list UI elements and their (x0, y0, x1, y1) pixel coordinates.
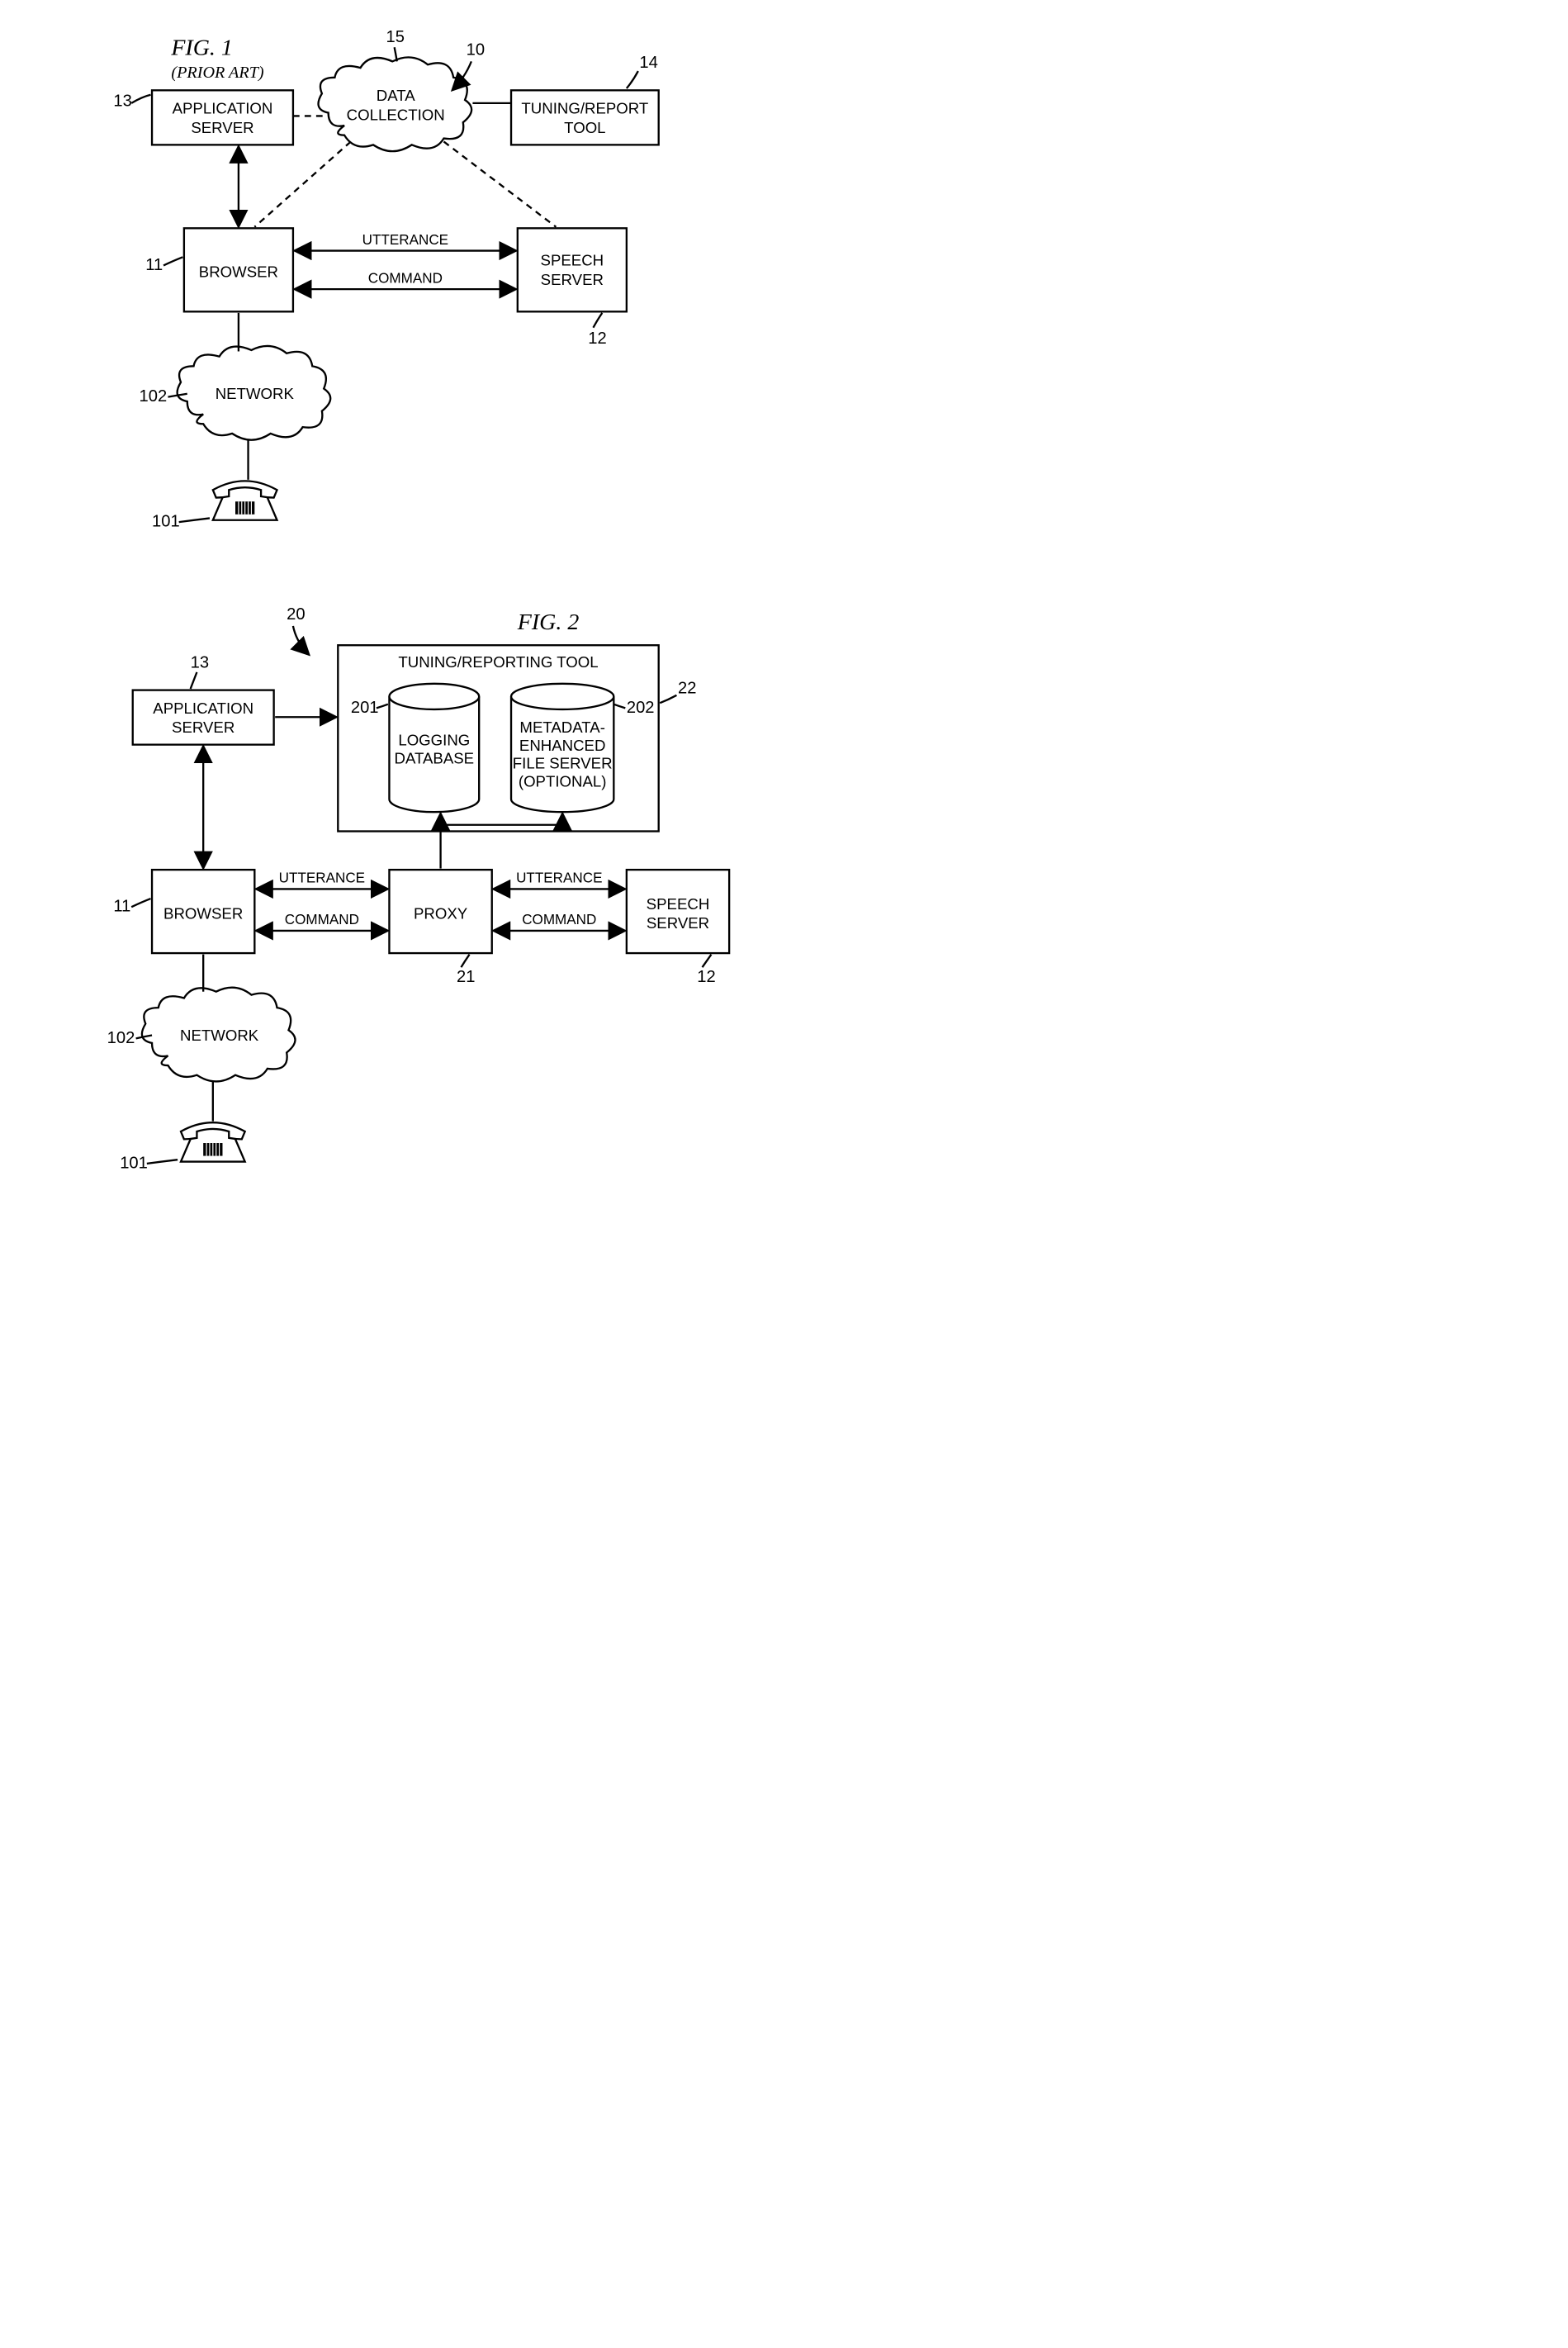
fig2-browser: BROWSER 11 (113, 870, 254, 953)
svg-text:SERVER: SERVER (191, 119, 253, 136)
svg-text:11: 11 (145, 256, 163, 274)
svg-text:NETWORK: NETWORK (180, 1027, 259, 1044)
fig2-app-server: APPLICATION SERVER 13 (133, 653, 274, 744)
edge-label: UTTERANCE (362, 232, 448, 248)
svg-text:14: 14 (639, 54, 657, 72)
leader-line (131, 95, 150, 103)
svg-text:13: 13 (191, 653, 209, 671)
svg-text:SPEECH: SPEECH (541, 252, 604, 269)
fig2-ref-20: 20 (287, 605, 305, 624)
edge-label: UTTERANCE (279, 870, 365, 886)
svg-text:BROWSER: BROWSER (163, 904, 243, 922)
svg-text:SERVER: SERVER (647, 914, 709, 932)
fig2-title: FIG. 2 (517, 610, 580, 635)
edge-label: UTTERANCE (516, 870, 602, 886)
svg-text:APPLICATION: APPLICATION (153, 700, 253, 717)
svg-text:13: 13 (113, 92, 131, 111)
leader-line (452, 61, 471, 90)
svg-text:FILE SERVER: FILE SERVER (513, 755, 613, 772)
leader-line (293, 626, 309, 655)
svg-text:BROWSER: BROWSER (199, 263, 278, 281)
svg-text:11: 11 (113, 898, 130, 916)
edge-label: COMMAND (285, 912, 359, 927)
fig2-speech-server: SPEECH SERVER 12 (627, 870, 729, 986)
svg-text:12: 12 (588, 330, 606, 348)
fig1-speech-server: SPEECH SERVER 12 (518, 228, 627, 348)
svg-text:TUNING/REPORTING TOOL: TUNING/REPORTING TOOL (398, 653, 598, 671)
svg-text:(OPTIONAL): (OPTIONAL) (519, 772, 607, 790)
svg-text:PROXY: PROXY (414, 904, 468, 922)
svg-text:APPLICATION: APPLICATION (173, 100, 273, 117)
svg-text:21: 21 (457, 968, 475, 986)
svg-text:102: 102 (107, 1029, 135, 1047)
fig1-ref-10: 10 (467, 41, 485, 59)
svg-text:101: 101 (120, 1154, 148, 1172)
edge-label: COMMAND (522, 912, 596, 927)
figure-1: FIG. 1 (PRIOR ART) 10 APPLICATION SERVER… (113, 28, 658, 530)
svg-text:SERVER: SERVER (172, 719, 234, 736)
fig2-proxy: PROXY 21 (389, 870, 491, 986)
edge (254, 141, 351, 226)
svg-text:ENHANCED: ENHANCED (519, 737, 606, 754)
figure-2: 20 FIG. 2 APPLICATION SERVER 13 TUNING/R… (107, 605, 729, 1172)
fig1-data-collection: DATA COLLECTION 15 (319, 28, 472, 151)
fig1-network: NETWORK 102 (140, 346, 331, 440)
svg-text:22: 22 (678, 679, 696, 697)
fig1-browser: BROWSER 11 (145, 228, 293, 311)
svg-text:201: 201 (351, 699, 379, 717)
fig1-subtitle: (PRIOR ART) (171, 64, 264, 82)
edge (443, 141, 556, 226)
fig1-title: FIG. 1 (170, 36, 233, 61)
fig1-phone-icon: 101 (152, 481, 277, 530)
fig1-tuning-tool: TUNING/REPORT TOOL 14 (511, 54, 659, 145)
fig2-network: NETWORK 102 (107, 988, 296, 1082)
svg-text:12: 12 (697, 968, 715, 986)
svg-text:NETWORK: NETWORK (216, 385, 295, 402)
svg-text:SERVER: SERVER (541, 271, 604, 288)
svg-text:SPEECH: SPEECH (647, 895, 710, 913)
svg-text:TUNING/REPORT: TUNING/REPORT (521, 100, 648, 117)
svg-text:TOOL: TOOL (564, 119, 605, 136)
svg-text:202: 202 (627, 699, 655, 717)
svg-text:DATA: DATA (377, 87, 415, 104)
fig2-phone-icon: 101 (120, 1122, 244, 1172)
svg-text:15: 15 (386, 28, 405, 46)
fig1-app-server: APPLICATION SERVER 13 (113, 90, 292, 145)
svg-text:LOGGING: LOGGING (398, 732, 470, 749)
svg-text:COLLECTION: COLLECTION (347, 106, 445, 123)
svg-text:101: 101 (152, 513, 180, 531)
svg-text:DATABASE: DATABASE (395, 749, 475, 766)
edge-label: COMMAND (368, 270, 443, 286)
svg-text:METADATA-: METADATA- (519, 719, 604, 736)
svg-text:102: 102 (140, 387, 168, 406)
